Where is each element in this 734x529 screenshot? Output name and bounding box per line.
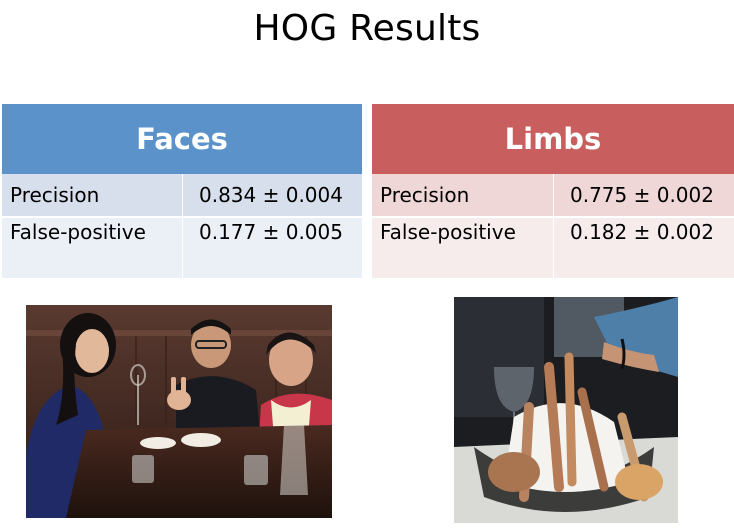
row-value: 0.834 ± 0.004 [182,174,362,216]
row-value: 0.177 ± 0.005 [182,216,362,278]
table-row: Precision 0.775 ± 0.002 [372,174,734,216]
faces-table-header: Faces [2,104,362,174]
row-label: False-positive [10,220,146,244]
row-divider [372,216,734,218]
limbs-results-table: Limbs Precision 0.775 ± 0.002 False-posi… [372,104,734,278]
row-value: 0.182 ± 0.002 [553,216,734,278]
row-label: False-positive [380,220,516,244]
row-divider [2,216,362,218]
faces-example-photo [26,305,332,518]
limbs-example-photo [454,297,678,523]
limbs-table-header: Limbs [372,104,734,174]
row-value: 0.775 ± 0.002 [553,174,734,216]
row-label: Precision [10,183,100,207]
faces-photo-illustration [26,305,332,518]
faces-results-table: Faces Precision 0.834 ± 0.004 False-posi… [2,104,362,278]
limbs-photo-illustration [454,297,678,523]
table-row: Precision 0.834 ± 0.004 [2,174,362,216]
row-label: Precision [380,183,470,207]
table-row: False-positive 0.177 ± 0.005 [2,216,362,278]
table-row: False-positive 0.182 ± 0.002 [372,216,734,278]
slide-title: HOG Results [253,8,481,49]
